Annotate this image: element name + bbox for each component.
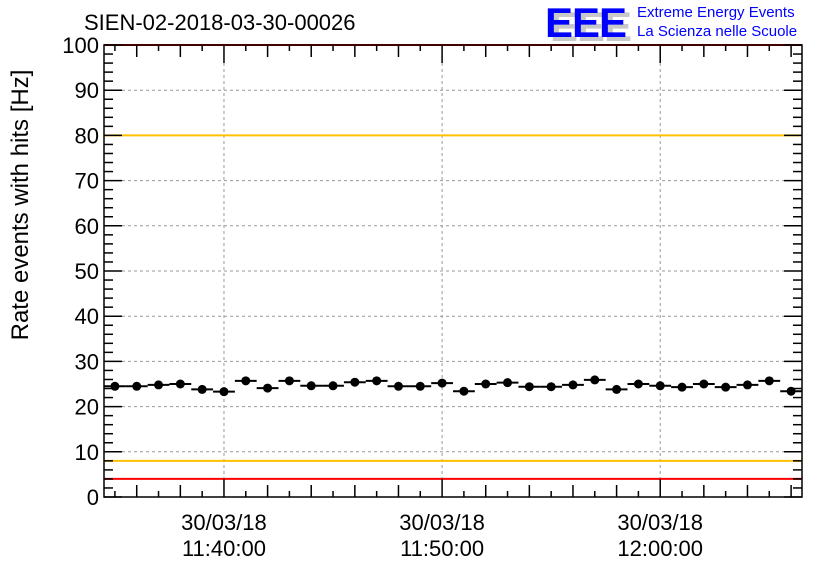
logo-text: Extreme Energy Events La Scienza nelle S… [637, 3, 797, 41]
data-point [437, 378, 447, 388]
y-tick-label: 50 [75, 259, 99, 284]
x-tick-time: 11:50:00 [400, 536, 484, 561]
data-point [503, 378, 513, 388]
y-tick-label: 0 [87, 485, 99, 510]
logo-line2: La Scienza nelle Scuole [637, 23, 798, 40]
y-tick-label: 100 [62, 33, 99, 58]
data-point [764, 376, 774, 386]
data-point [197, 384, 207, 394]
data-point [350, 377, 360, 387]
data-point [393, 381, 403, 391]
data-point [241, 376, 251, 386]
data-point [677, 382, 687, 392]
data-point [132, 381, 142, 391]
x-tick-date: 30/03/18 [399, 510, 485, 535]
data-point [568, 380, 578, 390]
data-point [524, 382, 534, 392]
data-point [699, 379, 709, 389]
x-tick-time: 12:00:00 [617, 536, 703, 561]
y-tick-label: 20 [75, 395, 99, 420]
y-tick-label: 60 [75, 214, 99, 239]
data-point [263, 383, 273, 393]
data-point [328, 381, 338, 391]
data-point [481, 379, 491, 389]
logo-line1: Extreme Energy Events [637, 4, 795, 21]
data-point [306, 381, 316, 391]
data-point [786, 386, 796, 396]
data-point [655, 381, 665, 391]
data-point [110, 381, 120, 391]
data-point [590, 375, 600, 385]
data-point [415, 381, 425, 391]
data-point [154, 380, 164, 390]
y-tick-label: 70 [75, 169, 99, 194]
eee-logo: EEE [545, 0, 627, 46]
data-point [284, 376, 294, 386]
y-tick-label: 40 [75, 304, 99, 329]
x-tick-date: 30/03/18 [181, 510, 267, 535]
y-tick-label: 80 [75, 123, 99, 148]
x-tick-time: 11:40:00 [182, 536, 266, 561]
data-point [546, 382, 556, 392]
data-point [612, 384, 622, 394]
chart-title: SIEN-02-2018-03-30-00026 [84, 10, 356, 35]
data-point [219, 387, 229, 397]
data-point [721, 382, 731, 392]
data-point [742, 380, 752, 390]
y-axis-label: Rate events with hits [Hz] [7, 70, 34, 341]
x-tick-date: 30/03/18 [617, 510, 703, 535]
data-point [459, 386, 469, 396]
data-point [633, 379, 643, 389]
data-point [175, 379, 185, 389]
data-point [372, 376, 382, 386]
y-tick-label: 90 [75, 78, 99, 103]
y-tick-label: 30 [75, 349, 99, 374]
y-tick-label: 10 [75, 440, 99, 465]
